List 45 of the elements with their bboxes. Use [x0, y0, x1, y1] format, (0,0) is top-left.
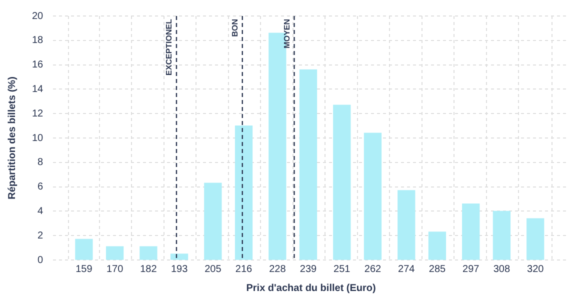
bar — [299, 69, 318, 260]
y-tick-label: 2 — [38, 230, 44, 242]
y-tick-label: 8 — [38, 157, 44, 168]
x-tick-label: 193 — [170, 264, 188, 275]
y-tick-label: 6 — [38, 182, 44, 193]
y-tick-label: 18 — [32, 35, 44, 46]
bar — [462, 204, 480, 260]
x-tick-label: 297 — [462, 264, 480, 275]
x-tick-label: 251 — [334, 264, 351, 275]
bar — [492, 210, 511, 260]
bar — [364, 132, 382, 260]
y-tick-label: 0 — [38, 254, 44, 266]
bar — [106, 246, 124, 260]
ref-line-label: EXCEPTIONEL — [164, 18, 174, 76]
ref-line-label: BON — [230, 18, 240, 37]
x-tick-label: 239 — [300, 264, 318, 275]
bar — [526, 218, 544, 260]
y-tick-label: 20 — [32, 10, 44, 22]
x-tick-label: 170 — [106, 264, 124, 275]
x-tick-label: 205 — [204, 264, 222, 275]
y-tick-label: 10 — [32, 132, 44, 144]
bar — [75, 238, 93, 260]
y-tick-label: 12 — [32, 108, 44, 120]
x-tick-label: 274 — [398, 264, 416, 275]
x-tick-label: 285 — [428, 264, 446, 275]
bar — [234, 125, 253, 260]
x-tick-label: 320 — [527, 264, 544, 275]
bar — [333, 104, 351, 260]
bar — [428, 232, 446, 260]
x-axis-title: Prix d'achat du billet (Euro) — [246, 282, 376, 294]
y-tick-label: 16 — [32, 60, 44, 71]
x-tick-label: 216 — [235, 264, 253, 275]
bar — [204, 182, 222, 260]
x-tick-label: 182 — [140, 264, 158, 275]
x-tick-label: 262 — [364, 264, 382, 275]
bar — [170, 254, 188, 260]
ref-line-label: MOYEN — [282, 18, 292, 48]
bar — [398, 190, 416, 260]
bar — [140, 246, 158, 260]
y-tick-label: 14 — [32, 84, 44, 95]
x-tick-label: 308 — [493, 264, 510, 275]
x-tick-label: 159 — [76, 264, 93, 275]
y-axis-title: Répartition des billets (%) — [6, 76, 18, 200]
y-tick-label: 4 — [38, 206, 44, 217]
x-tick-label: 228 — [269, 264, 286, 275]
